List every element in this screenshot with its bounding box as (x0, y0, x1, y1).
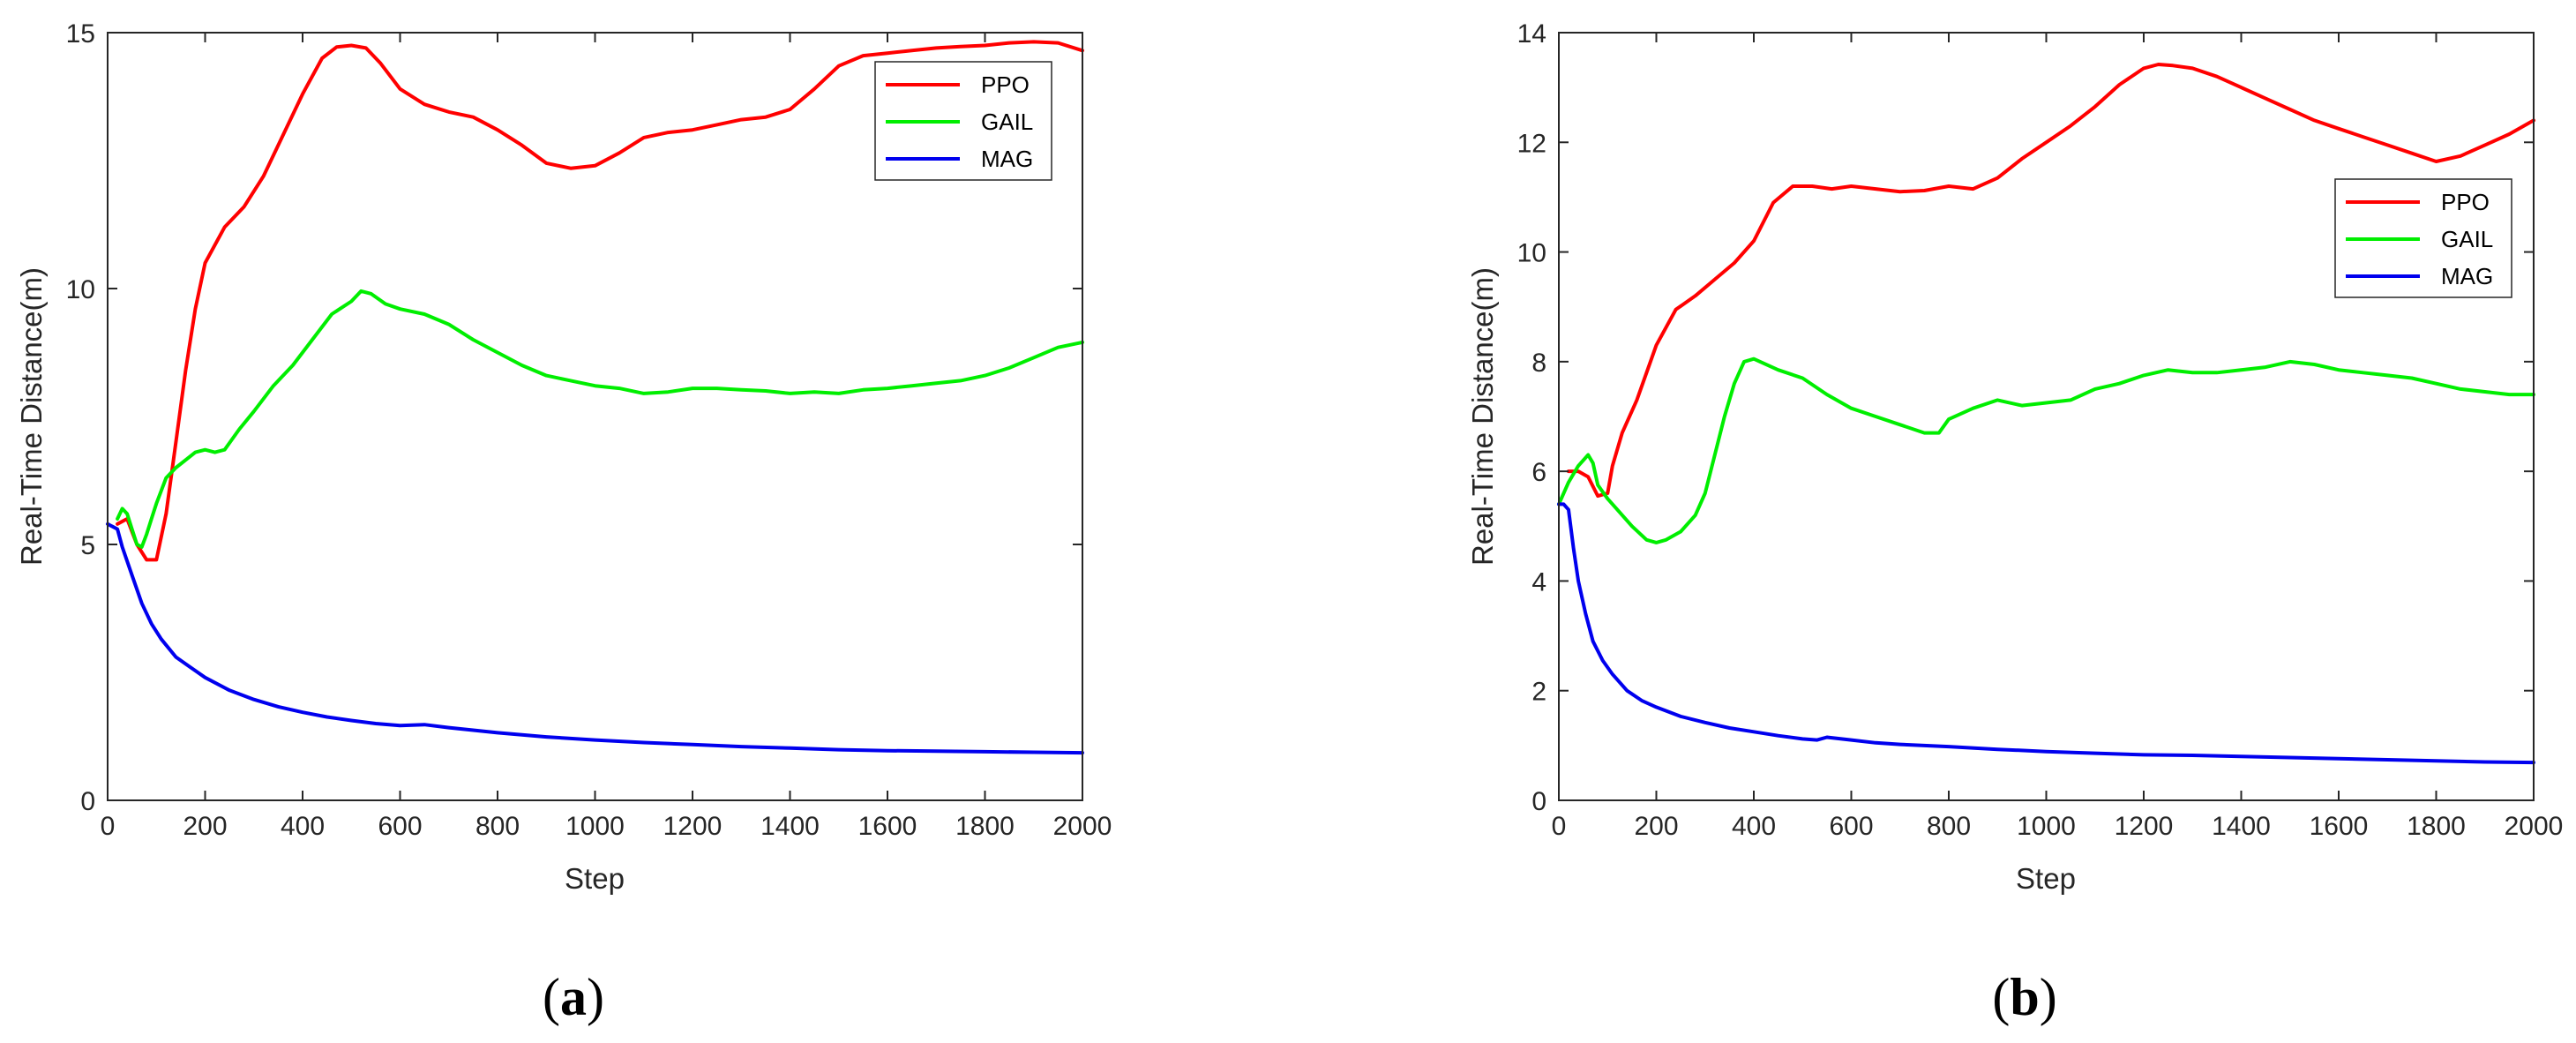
y-tick-label: 6 (1531, 458, 1546, 487)
y-tick-label: 8 (1531, 349, 1546, 378)
caption-open-paren: ( (1992, 968, 2010, 1026)
x-tick-label: 2000 (2505, 812, 2564, 841)
x-tick-label: 800 (1927, 812, 1971, 841)
x-tick-label: 0 (1552, 812, 1567, 841)
plot-frame-b (1558, 32, 2535, 801)
caption-letter: a (560, 968, 587, 1026)
x-tick-label: 1200 (2115, 812, 2174, 841)
caption-close-paren: ) (2040, 968, 2057, 1026)
legend-entry-mag-b: MAG (2441, 263, 2493, 289)
x-tick-label: 1800 (955, 812, 1015, 841)
panel-a: 0 200 400 600 800 1000 1200 1400 1600 1800 2000 0 5 1… (15, 19, 1112, 1026)
caption-letter: b (2010, 968, 2039, 1026)
y-tick-label: 4 (1531, 567, 1546, 597)
series-line-mag-a (106, 522, 1084, 755)
series-line-mag-b (1557, 502, 2535, 765)
panel-caption-a: (a) (543, 968, 604, 1026)
panel-b: 0 200 400 600 800 1000 1200 1400 1600 1800 2000 0 2 4… (1466, 19, 2563, 1026)
series-line-gail-a (116, 289, 1084, 549)
x-tick-label: 200 (183, 812, 227, 841)
x-tick-label: 1800 (2407, 812, 2466, 841)
x-axis-label-b: Step (2016, 862, 2076, 895)
caption-open-paren: ( (543, 968, 560, 1026)
y-axis-label-b: Real-Time Distance(m) (1466, 267, 1499, 566)
series-line-gail-b (1557, 356, 2535, 544)
y-tick-label: 14 (1517, 19, 1546, 49)
legend-b: PPO GAIL MAG (2334, 178, 2512, 298)
x-tick-label: 1000 (2017, 812, 2076, 841)
x-tick-label: 600 (1829, 812, 1873, 841)
legend-entry-ppo-a: PPO (981, 71, 1030, 98)
x-tick-label: 200 (1634, 812, 1678, 841)
x-tick-label: 1400 (2212, 812, 2271, 841)
y-tick-label: 2 (1531, 678, 1546, 707)
y-tick-label: 5 (80, 531, 95, 560)
x-tick-label: 1600 (2310, 812, 2369, 841)
x-tick-label: 800 (476, 812, 520, 841)
x-tick-label: 1600 (858, 812, 917, 841)
panel-caption-b: (b) (1992, 968, 2056, 1026)
x-tick-label: 2000 (1053, 812, 1112, 841)
y-tick-label: 15 (66, 19, 95, 49)
series-line-ppo-b (1567, 63, 2535, 499)
y-tick-label: 0 (80, 787, 95, 816)
legend-entry-gail-a: GAIL (981, 109, 1033, 135)
x-tick-label: 400 (1732, 812, 1776, 841)
legend-entry-ppo-b: PPO (2441, 189, 2490, 215)
x-axis-label-a: Step (565, 862, 625, 895)
x-tick-label: 1400 (760, 812, 820, 841)
y-tick-label: 12 (1517, 129, 1546, 158)
legend-entry-gail-b: GAIL (2441, 226, 2493, 252)
y-axis-label-a: Real-Time Distance(m) (15, 267, 48, 566)
series-line-ppo-a (116, 40, 1084, 562)
x-tick-label: 1200 (663, 812, 723, 841)
x-tick-label: 1000 (565, 812, 625, 841)
legend-entry-mag-a: MAG (981, 146, 1033, 172)
y-tick-label: 10 (1517, 239, 1546, 268)
y-tick-label: 10 (66, 275, 95, 304)
x-tick-label: 600 (378, 812, 422, 841)
x-tick-label: 400 (281, 812, 325, 841)
y-tick-label: 0 (1531, 787, 1546, 816)
legend-a: PPO GAIL MAG (874, 61, 1052, 181)
caption-close-paren: ) (587, 968, 604, 1026)
x-tick-label: 0 (101, 812, 116, 841)
